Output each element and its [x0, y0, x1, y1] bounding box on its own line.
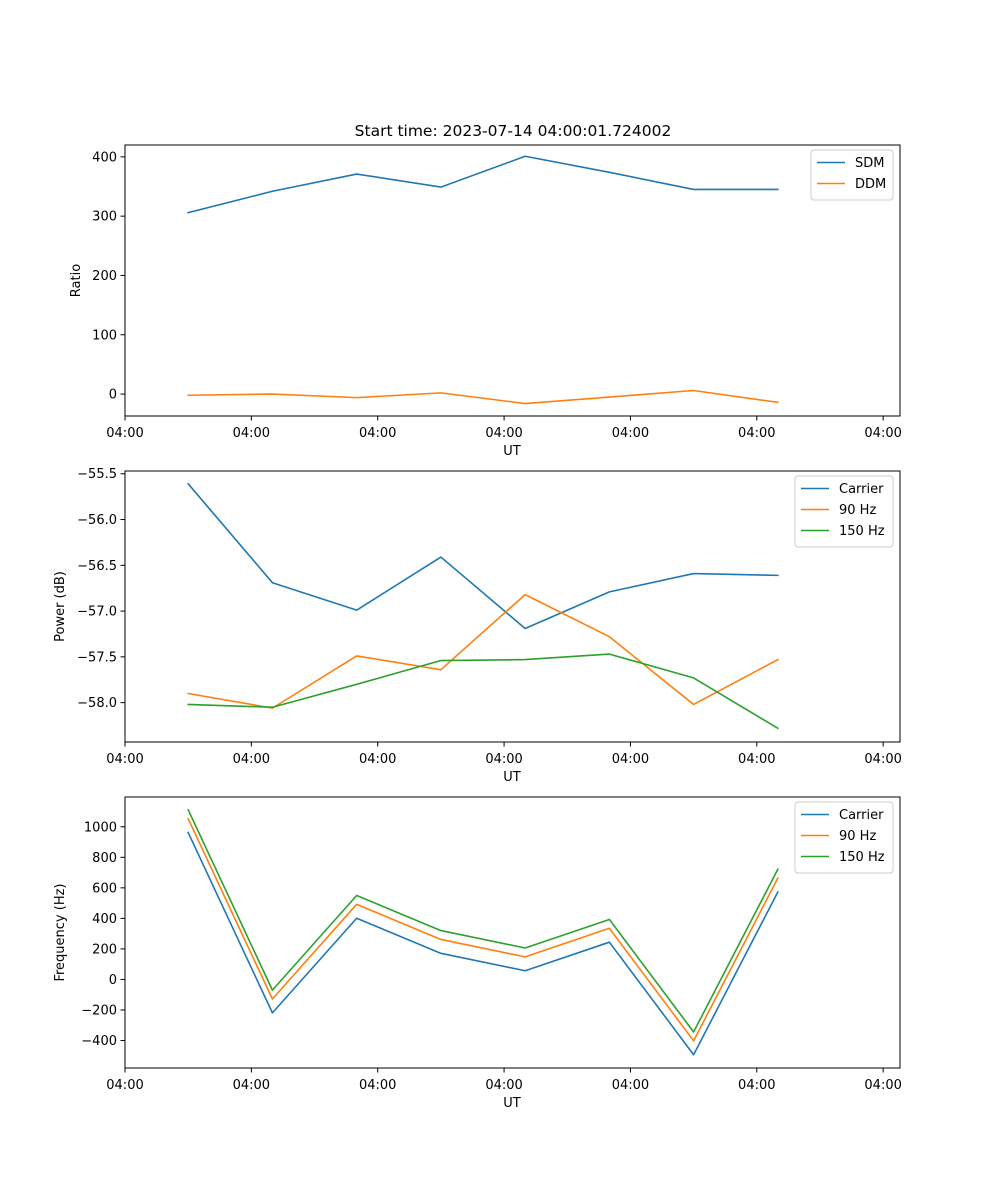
y-tick-label: −58.0 — [77, 696, 117, 711]
y-tick-label: 1000 — [84, 820, 117, 835]
y-tick-label: 400 — [92, 912, 117, 927]
x-tick-label: 04:00 — [612, 1078, 649, 1093]
x-tick-label: 04:00 — [359, 426, 396, 441]
legend-label-90-hz: 90 Hz — [839, 829, 876, 844]
x-tick-label: 04:00 — [485, 426, 522, 441]
plot-frame — [124, 144, 901, 417]
series-line-90-hz — [187, 593, 779, 709]
legend-label-carrier: Carrier — [839, 808, 884, 823]
x-tick-label: 04:00 — [485, 1078, 522, 1093]
y-tick-label: −55.5 — [77, 467, 117, 482]
frequency-panel: −400 −200 0 200 400 600 800 1000 04:00 04:00 04:00… — [53, 796, 902, 1111]
series-line-ddm — [187, 389, 779, 405]
y-tick-label: 600 — [92, 881, 117, 896]
y-tick-label: 200 — [92, 942, 117, 957]
x-tick-label: 04:00 — [106, 426, 143, 441]
y-tick-label: 400 — [92, 150, 117, 165]
x-tick-label: 04:00 — [233, 1078, 270, 1093]
x-tick-label: 04:00 — [233, 752, 270, 767]
x-tick-label: 04:00 — [864, 426, 901, 441]
y-tick-label: 300 — [92, 210, 117, 225]
plot-frame — [124, 470, 901, 743]
y-tick-label: 0 — [109, 973, 117, 988]
y-tick-label: −56.5 — [77, 559, 117, 574]
y-tick-label: −400 — [81, 1034, 117, 1049]
x-tick-label: 04:00 — [738, 1078, 775, 1093]
legend-label-ddm: DDM — [855, 177, 886, 192]
y-tick-label: −56.0 — [77, 513, 117, 528]
legend-box — [794, 475, 894, 548]
ratio-panel: 0 100 200 300 400 04:00 04:00 04:00 04:00 04:00 04… — [69, 144, 902, 459]
series-line-carrier — [187, 482, 779, 630]
series-line-150-hz — [187, 808, 779, 1033]
y-tick-label: −57.0 — [77, 605, 117, 620]
y-tick-label: −200 — [81, 1003, 117, 1018]
x-tick-label: 04:00 — [864, 1078, 901, 1093]
y-tick-label: 100 — [92, 328, 117, 343]
x-tick-label: 04:00 — [738, 426, 775, 441]
x-tick-label: 04:00 — [738, 752, 775, 767]
series-line-carrier — [187, 831, 779, 1056]
series-line-90-hz — [187, 817, 779, 1042]
plot-frame — [124, 796, 901, 1069]
x-axis-label: UT — [503, 444, 521, 459]
y-tick-label: −57.5 — [77, 650, 117, 665]
x-tick-label: 04:00 — [359, 1078, 396, 1093]
x-tick-label: 04:00 — [233, 426, 270, 441]
y-tick-label: 200 — [92, 269, 117, 284]
series-line-150-hz — [187, 653, 779, 730]
y-axis-label: Ratio — [69, 264, 84, 297]
legend-label-carrier: Carrier — [839, 482, 884, 497]
x-axis-label: UT — [503, 1096, 521, 1111]
legend-box — [794, 801, 894, 874]
x-tick-label: 04:00 — [485, 752, 522, 767]
x-tick-label: 04:00 — [612, 752, 649, 767]
legend-label-90-hz: 90 Hz — [839, 503, 876, 518]
x-tick-label: 04:00 — [106, 1078, 143, 1093]
legend-label-150-hz: 150 Hz — [839, 524, 885, 539]
legend-label-sdm: SDM — [855, 156, 884, 171]
y-axis-label: Frequency (Hz) — [53, 883, 68, 981]
chart-title: Start time: 2023-07-14 04:00:01.724002 — [355, 122, 672, 140]
power-panel: −58.0 −57.5 −57.0 −56.5 −56.0 −55.5 04:00 04:00… — [53, 467, 902, 785]
y-tick-label: 0 — [109, 388, 117, 403]
x-tick-label: 04:00 — [864, 752, 901, 767]
y-axis-label: Power (dB) — [53, 571, 68, 642]
x-tick-label: 04:00 — [612, 426, 649, 441]
y-tick-label: 800 — [92, 851, 117, 866]
x-tick-label: 04:00 — [106, 752, 143, 767]
x-axis-label: UT — [503, 770, 521, 785]
series-line-sdm — [187, 155, 779, 214]
legend-label-150-hz: 150 Hz — [839, 850, 885, 865]
x-tick-label: 04:00 — [359, 752, 396, 767]
